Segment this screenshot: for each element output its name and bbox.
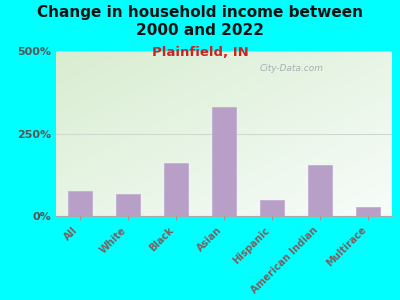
Text: Plainfield, IN: Plainfield, IN [152, 46, 248, 59]
Bar [68, 191, 92, 216]
Bar [164, 163, 188, 216]
Text: Change in household income between
2000 and 2022: Change in household income between 2000 … [37, 4, 363, 38]
Bar [212, 107, 236, 216]
Bar [260, 200, 284, 216]
Text: City-Data.com: City-Data.com [259, 64, 323, 73]
Bar [356, 207, 380, 216]
Bar [308, 165, 332, 216]
Bar [116, 194, 140, 216]
